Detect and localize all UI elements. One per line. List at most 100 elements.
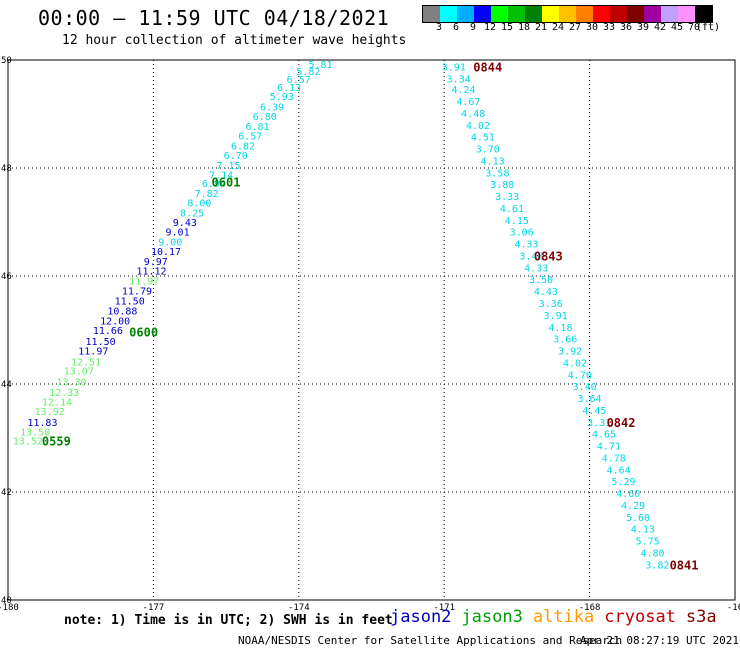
color-scale-bar	[422, 5, 713, 23]
color-scale-label: 36	[619, 22, 633, 33]
wave-height-label: 6.70	[224, 151, 248, 162]
wave-height-label: 5.93	[270, 92, 294, 103]
color-scale-label: (ft)	[695, 22, 721, 33]
legend-item-altika: altika	[532, 607, 595, 627]
color-scale-label: 6	[452, 22, 460, 33]
pass-time-label: 0601	[212, 176, 241, 190]
color-swatch	[559, 6, 576, 22]
wave-height-label: 10.17	[151, 247, 181, 258]
satellite-legend: jason2 jason3 altika cryosat s3a	[390, 607, 717, 627]
wave-height-label: 4.65	[592, 430, 616, 441]
legend-item-jason3: jason3	[461, 607, 523, 627]
color-scale-label: 42	[653, 22, 667, 33]
wave-height-label: 13.50	[20, 428, 50, 439]
color-swatch	[525, 6, 542, 22]
wave-height-label: 3.06	[510, 228, 534, 239]
wave-height-label: 13.07	[64, 367, 94, 378]
wave-height-label: 3.91	[544, 311, 568, 322]
color-swatch	[627, 6, 644, 22]
wave-height-label: 12.14	[42, 397, 72, 408]
color-scale-labels: 3 6 9 12 15 18 21 24 27 30 33 36 39 42 45 70 (ft)	[422, 22, 740, 36]
wave-height-label: 11.66	[93, 326, 123, 337]
chart-subtitle: 12 hour collection of altimeter wave hei…	[62, 33, 407, 48]
wave-height-label: 4.71	[597, 442, 621, 453]
color-scale-label: 12	[483, 22, 497, 33]
pass-time-label: 0844	[473, 60, 502, 74]
y-tick-label: 48	[1, 164, 12, 174]
pass-time-label: 0841	[670, 558, 699, 572]
y-tick-label: 44	[1, 380, 12, 390]
wave-height-label: 4.70	[568, 370, 592, 381]
wave-height-label: 6.57	[287, 75, 311, 86]
wave-height-label: 3.66	[553, 335, 577, 346]
color-swatch	[610, 6, 627, 22]
wave-height-label: 9.01	[166, 228, 190, 239]
wave-height-label: 3.58	[485, 168, 509, 179]
wave-height-label: 12.33	[49, 388, 79, 399]
wave-height-label: 5.29	[611, 477, 635, 488]
wave-height-label: 6.57	[238, 132, 262, 143]
color-scale-label: 33	[602, 22, 616, 33]
wave-height-label: 9.43	[173, 218, 197, 229]
wave-height-label: 11.79	[122, 287, 152, 298]
wave-height-label: 3.33	[495, 192, 519, 203]
wave-height-label: 4.29	[621, 501, 645, 512]
wave-height-label: 11.50	[86, 337, 116, 348]
wave-height-label: 4.61	[500, 204, 524, 215]
wave-height-label: 11.12	[136, 267, 166, 278]
y-tick-label: 50	[1, 56, 12, 66]
y-tick-label: 40	[1, 596, 12, 606]
color-scale-label: 39	[636, 22, 650, 33]
color-swatch	[508, 6, 525, 22]
wave-height-label: 7.14	[209, 170, 233, 181]
wave-height-label: 11.97	[129, 276, 159, 287]
footer-credit: NOAA/NESDIS Center for Satellite Applica…	[238, 634, 623, 647]
color-swatch	[457, 6, 474, 22]
wave-height-label: 3.91	[442, 62, 466, 73]
chart-title: 00:00 – 11:59 UTC 04/18/2021	[38, 6, 390, 30]
wave-height-label: 4.67	[456, 97, 480, 108]
x-tick-label: -16	[727, 603, 740, 613]
wave-height-label: 3.40	[573, 382, 597, 393]
color-scale-label: 21	[534, 22, 548, 33]
wave-height-label: 4.33	[524, 263, 548, 274]
wave-height-label: 4.80	[640, 548, 664, 559]
y-tick-label: 42	[1, 488, 12, 498]
wave-height-label: 9.00	[158, 237, 182, 248]
color-swatch	[491, 6, 508, 22]
color-scale-label: 3	[435, 22, 443, 33]
wave-height-label: 10.88	[107, 307, 137, 318]
wave-height-label: 6.94	[202, 179, 226, 190]
wave-height-label: 3.50	[529, 275, 553, 286]
legend-item-jason2: jason2	[390, 607, 452, 627]
note-text: note: 1) Time is in UTC; 2) SWH is in fe…	[64, 613, 393, 628]
color-swatch	[678, 6, 695, 22]
wave-height-label: 5.75	[636, 537, 660, 548]
x-tick-label: -171	[433, 603, 455, 613]
wave-height-label: 3.48	[519, 251, 543, 262]
wave-height-label: 4.33	[514, 240, 538, 251]
wave-height-label: 3.70	[476, 145, 500, 156]
wave-height-label: 3.34	[447, 74, 471, 85]
footer-timestamp: Apr 21 08:27:19 UTC 2021	[580, 634, 739, 647]
pass-time-label: 0559	[42, 435, 71, 449]
wave-height-label: 13.30	[56, 377, 86, 388]
wave-height-label: 6.39	[260, 102, 284, 113]
wave-height-label: 5.81	[308, 60, 332, 71]
wave-height-label: 7.82	[195, 189, 219, 200]
color-swatch	[542, 6, 559, 22]
color-swatch	[644, 6, 661, 22]
color-swatch	[695, 6, 712, 22]
wave-height-label: 4.18	[548, 323, 572, 334]
wave-height-label: 12.00	[100, 316, 130, 327]
color-scale-label: 9	[469, 22, 477, 33]
wave-height-label: 8.00	[187, 199, 211, 210]
color-swatch	[474, 6, 491, 22]
wave-height-label: 4.13	[481, 156, 505, 167]
pass-time-label: 0843	[534, 249, 563, 263]
wave-height-label: 4.43	[534, 287, 558, 298]
pass-time-label: 0842	[607, 416, 636, 430]
color-scale-label: 70	[687, 22, 701, 33]
wave-height-label: 4.15	[505, 216, 529, 227]
x-tick-label: -180	[0, 603, 19, 613]
